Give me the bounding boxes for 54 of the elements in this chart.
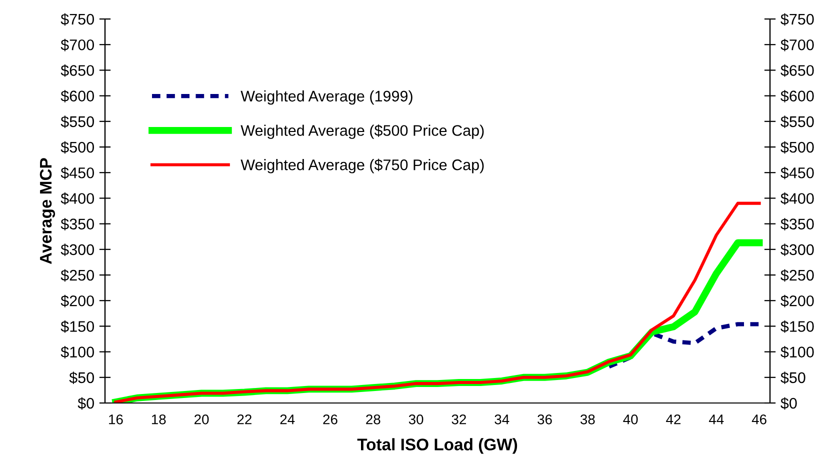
y-tick-label: $350 xyxy=(60,218,94,230)
y-tick-label: $750 xyxy=(60,13,94,26)
x-tick-label: 16 xyxy=(109,414,123,424)
x-tick-label: 32 xyxy=(452,414,466,424)
y-tick-label: $450 xyxy=(60,166,94,180)
x-tick-label: 24 xyxy=(280,414,295,424)
x-tick-label: 26 xyxy=(323,414,338,424)
y2-tick-label: $0 xyxy=(780,397,797,410)
x-tick-label: 34 xyxy=(494,414,510,424)
x-tick-label: 42 xyxy=(666,414,680,424)
x-tick-label: 20 xyxy=(194,414,209,424)
y-tick-label: $250 xyxy=(60,269,94,282)
y-tick-label: $500 xyxy=(60,141,94,154)
x-tick-label: 40 xyxy=(623,414,638,424)
x-tick-label: 22 xyxy=(237,414,252,424)
y2-tick-label: $50 xyxy=(780,372,806,384)
y2-tick-label: $200 xyxy=(780,294,814,308)
y2-tick-label: $300 xyxy=(780,244,814,256)
y-tick-label: $700 xyxy=(60,38,94,52)
y-tick-label: $200 xyxy=(60,294,94,308)
y2-tick-label: $600 xyxy=(780,90,814,102)
y-tick-label: $100 xyxy=(60,346,94,358)
x-tick-label: 46 xyxy=(752,414,766,424)
y2-tick-label: $500 xyxy=(780,141,814,154)
y-tick-label: $650 xyxy=(60,64,94,77)
x-tick-label: 28 xyxy=(366,414,380,424)
x-tick-label: 18 xyxy=(152,414,166,424)
legend-label: Weighted Average ($750 Price Cap) xyxy=(240,158,484,174)
legend-label: Weighted Average (1999) xyxy=(240,90,412,105)
x-tick-label: 30 xyxy=(408,414,424,424)
y2-tick-label: $100 xyxy=(780,346,814,358)
y2-tick-label: $550 xyxy=(780,116,814,128)
x-axis-title: Total ISO Load (GW) xyxy=(357,438,518,454)
y-tick-label: $0 xyxy=(78,397,94,410)
line-series xyxy=(114,202,761,403)
y-axis-title: Average MCP xyxy=(40,158,56,264)
y2-tick-label: $250 xyxy=(780,269,814,282)
y-tick-label: $600 xyxy=(60,90,94,102)
y-tick-label: $400 xyxy=(60,192,94,205)
y2-tick-label: $400 xyxy=(780,192,814,205)
y2-tick-label: $750 xyxy=(780,13,814,26)
y2-tick-label: $450 xyxy=(780,166,814,180)
y2-tick-label: $700 xyxy=(780,38,814,52)
x-tick-label: 38 xyxy=(580,414,595,424)
y-tick-label: $150 xyxy=(60,320,94,333)
x-tick-label: 36 xyxy=(538,414,552,424)
x-tick-label: 44 xyxy=(708,414,724,424)
y2-tick-label: $350 xyxy=(780,218,814,230)
y-tick-label: $50 xyxy=(69,372,94,384)
y-tick-label: $300 xyxy=(60,244,94,256)
y-tick-label: $550 xyxy=(60,116,94,128)
legend-label: Weighted Average ($500 Price Cap) xyxy=(240,124,484,139)
y2-tick-label: $650 xyxy=(780,64,814,77)
y2-tick-label: $150 xyxy=(780,320,814,333)
